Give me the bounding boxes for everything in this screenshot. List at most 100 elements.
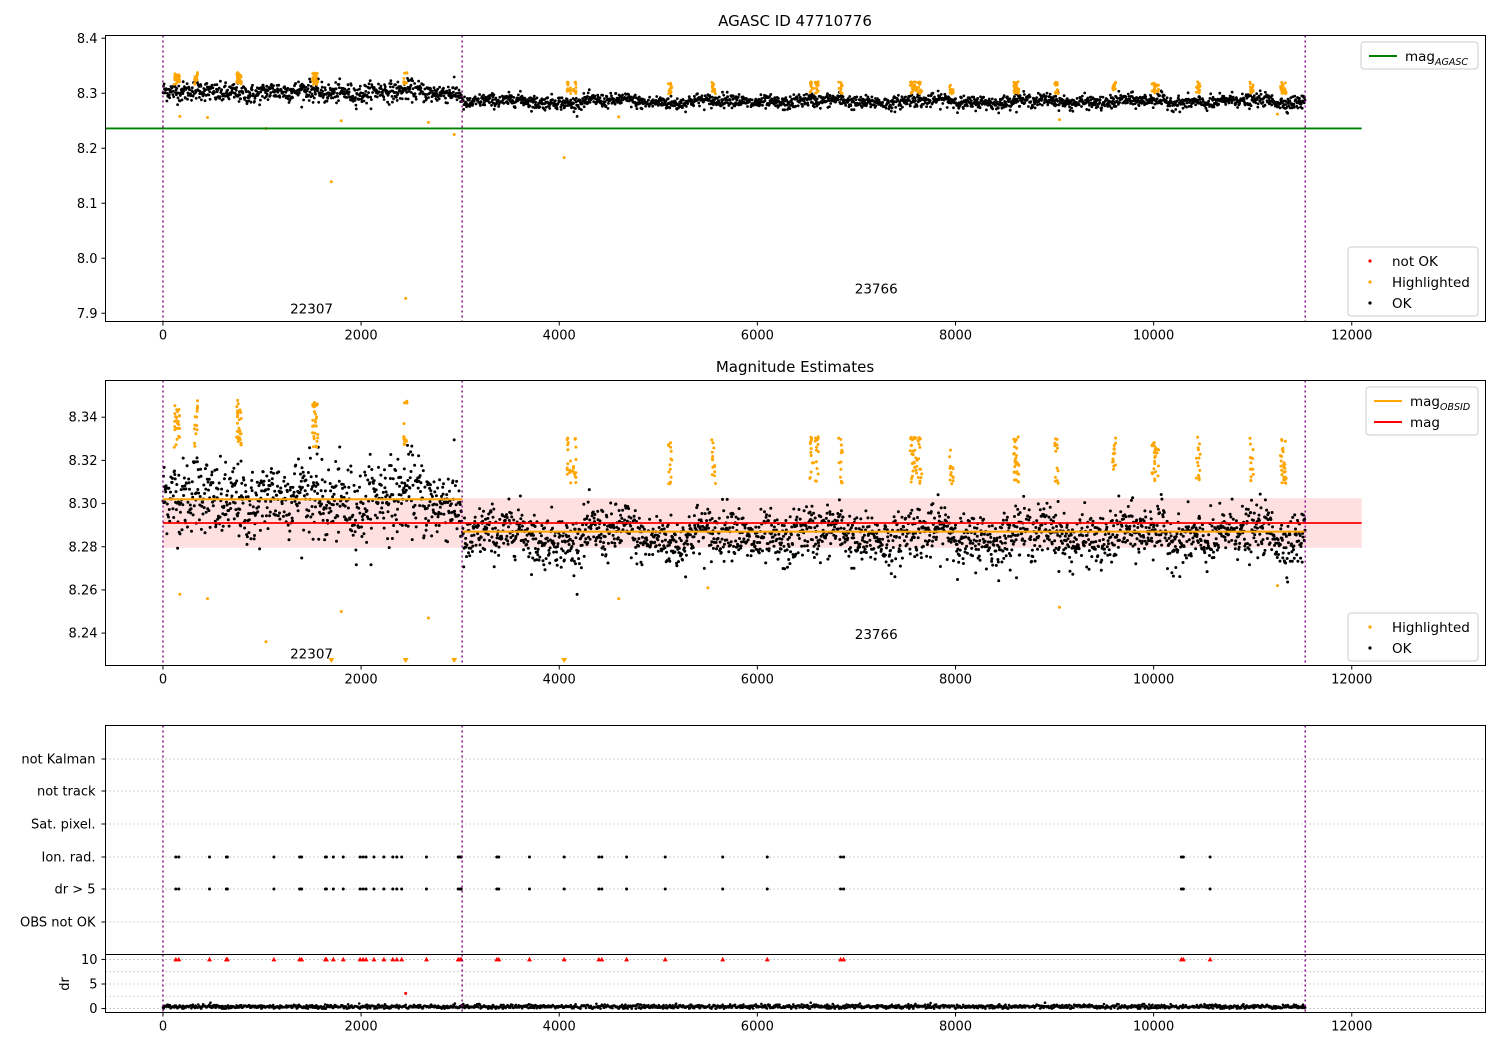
ok-point — [772, 525, 776, 529]
ok-point — [387, 546, 391, 550]
ok-point — [416, 486, 420, 490]
ok-point — [669, 541, 673, 544]
ok-point — [544, 557, 548, 561]
highlighted-point — [1157, 87, 1160, 91]
ok-point — [542, 563, 546, 567]
ok-point — [1110, 106, 1113, 110]
ok-point — [809, 98, 813, 101]
ok-point — [390, 95, 394, 98]
ok-point — [908, 104, 912, 108]
highlighted-point — [1156, 90, 1160, 94]
ok-point — [544, 105, 548, 109]
ok-point — [175, 87, 179, 90]
ok-point — [673, 550, 677, 554]
ok-point — [337, 530, 340, 534]
ok-point — [317, 100, 321, 104]
ok-point — [796, 96, 799, 100]
ok-point — [939, 93, 943, 96]
ok-point — [556, 545, 560, 548]
ok-point — [1091, 96, 1095, 100]
ok-point — [519, 89, 522, 93]
ok-point — [180, 528, 184, 532]
ok-point — [603, 547, 607, 551]
ok-point — [243, 483, 247, 487]
ok-point — [1169, 96, 1173, 100]
ok-point — [259, 98, 262, 102]
ok-point — [613, 541, 617, 545]
ok-point — [314, 474, 318, 478]
ok-point — [645, 538, 649, 542]
ok-point — [388, 477, 392, 480]
ok-point — [397, 89, 401, 93]
ok-point — [188, 88, 191, 91]
ok-point — [513, 555, 517, 558]
ok-point — [354, 96, 357, 99]
ok-point — [358, 485, 361, 489]
ok-point — [464, 536, 468, 540]
ok-point — [224, 460, 228, 464]
ok-point — [677, 546, 681, 550]
ok-point — [250, 88, 254, 92]
ok-point — [682, 546, 686, 550]
ok-point — [482, 538, 486, 542]
ok-point — [395, 482, 399, 486]
ok-point — [614, 92, 618, 95]
ok-point — [372, 86, 376, 89]
ok-point — [819, 106, 822, 110]
ok-point — [400, 523, 404, 527]
ok-point — [468, 554, 472, 558]
ok-point — [531, 537, 535, 541]
ok-point — [358, 474, 362, 478]
ok-point — [332, 492, 336, 496]
ok-point — [198, 495, 202, 498]
ok-point — [601, 510, 605, 513]
ok-point — [579, 566, 583, 570]
ok-point — [602, 541, 606, 545]
ok-point — [526, 539, 530, 543]
ok-point — [813, 516, 817, 520]
ok-point — [722, 106, 726, 110]
highlighted-point — [669, 84, 673, 87]
ok-point — [211, 86, 215, 90]
ok-point — [286, 482, 290, 486]
ok-point — [364, 473, 367, 477]
ok-point — [897, 93, 900, 97]
ok-point — [369, 526, 373, 530]
ok-point — [226, 518, 230, 522]
legend-status-dot-swatch — [1368, 280, 1372, 284]
highlighted-point — [813, 81, 817, 85]
ok-point — [751, 549, 755, 553]
ok-point — [395, 530, 399, 534]
ok-point — [266, 487, 270, 491]
ok-point — [1204, 106, 1208, 110]
ok-point — [811, 550, 815, 554]
ok-point — [445, 493, 449, 497]
ok-point — [765, 513, 768, 517]
ok-point — [760, 97, 764, 100]
ok-point — [427, 519, 430, 523]
highlighted-point — [839, 86, 843, 90]
ok-point — [407, 495, 411, 499]
ok-point — [638, 527, 642, 530]
ok-point — [411, 453, 415, 457]
ok-point — [928, 99, 932, 102]
ok-point — [210, 473, 214, 477]
ok-point — [277, 470, 281, 474]
ok-point — [394, 83, 397, 87]
ok-point — [518, 526, 522, 530]
x-axis-tick-label: 12000 — [1331, 329, 1372, 344]
ok-point — [629, 556, 633, 560]
ok-point — [309, 80, 312, 84]
ok-point — [975, 100, 979, 103]
ok-point — [1282, 103, 1286, 106]
ok-point — [315, 452, 319, 456]
ok-point — [479, 535, 483, 539]
ok-point — [518, 494, 522, 498]
ok-point — [249, 537, 253, 541]
ok-point — [1155, 97, 1159, 101]
ok-point — [287, 538, 291, 542]
ok-point — [248, 92, 252, 95]
ok-point — [524, 538, 527, 541]
ok-point — [777, 97, 780, 100]
